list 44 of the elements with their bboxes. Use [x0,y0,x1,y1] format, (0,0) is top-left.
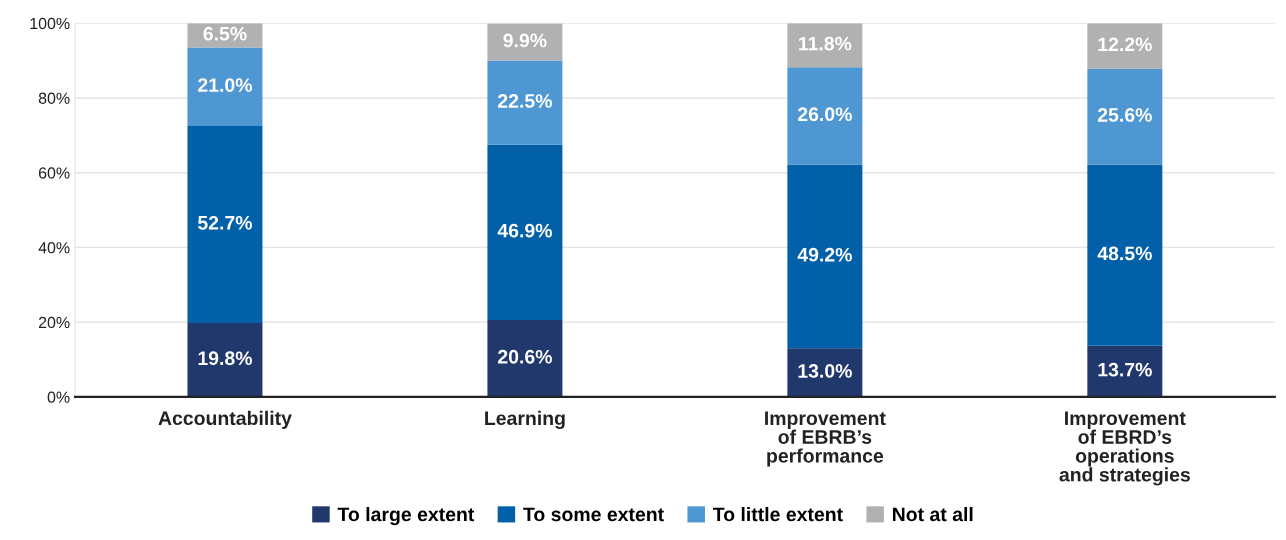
data-label: 9.9% [503,33,547,48]
bar [187,322,263,397]
bar [487,23,563,61]
data-label: 12.2% [1098,37,1152,52]
data-label: 48.5% [1097,246,1152,261]
data-label: 22.5% [498,94,552,108]
bar [787,67,863,165]
y-tick-label: 100% [30,17,70,30]
data-label: 52.7% [197,215,253,230]
bar [487,144,563,320]
y-tick-label: 60% [38,167,70,179]
x-tick-label: Learning [485,410,565,429]
bar [1087,68,1163,165]
data-label: 25.6% [1097,108,1152,122]
x-tick-label: Improvement of EBRD’s operations and strategies [1059,411,1190,486]
data-label: 26.0% [797,107,852,122]
data-label: 49.2% [797,247,852,262]
bar [187,47,263,126]
bar [487,319,563,397]
data-label: 13.7% [1098,362,1152,377]
legend-label: To large extent [337,506,475,526]
bar [787,348,863,397]
y-tick-label: 20% [38,316,70,329]
bar [487,60,563,145]
x-tick-label: Improvement of EBRB’s performance [765,411,886,467]
data-label: 13.0% [798,364,852,378]
data-label: 20.6% [498,349,552,364]
x-tick-label: Accountability [158,410,292,429]
data-label: 6.5% [203,26,247,41]
bar [187,125,263,323]
data-label: 19.8% [198,351,253,366]
legend-label: To little extent [712,506,843,522]
bar [1087,23,1163,69]
bar [1087,345,1163,397]
data-label: 11.8% [799,36,852,51]
y-tick-label: 40% [38,242,70,254]
bar [1087,164,1163,346]
y-tick-label: 80% [38,92,70,104]
legend-label: To some extent [523,507,664,522]
legend-label: Not at all [893,506,973,522]
y-tick-label: 0% [47,391,70,403]
data-label: 46.9% [497,223,552,238]
bar [787,164,863,349]
data-label: 21.0% [198,78,253,92]
